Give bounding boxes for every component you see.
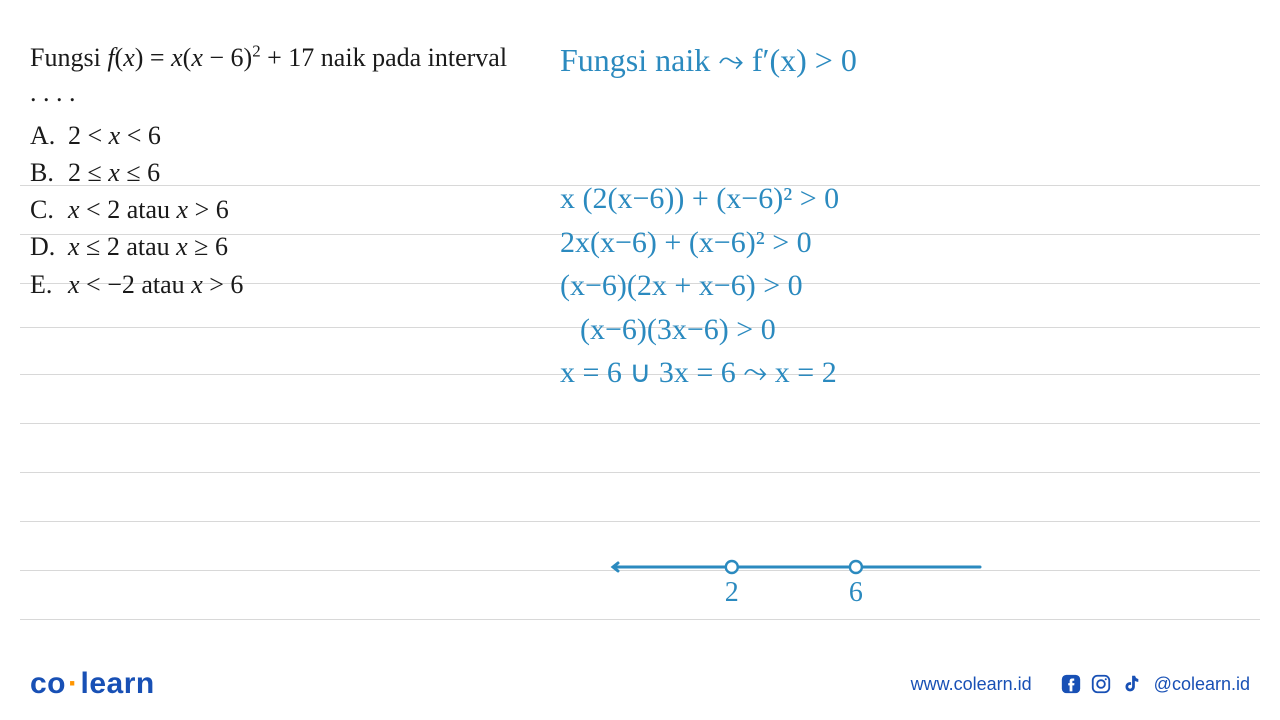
answer-choice: A.2 < x < 6	[30, 118, 510, 153]
work-line: x = 6 ∪ 3x = 6 ⤳ x = 2	[560, 354, 1260, 392]
svg-text:6: 6	[849, 577, 863, 608]
answer-choice: B.2 ≤ x ≤ 6	[30, 155, 510, 190]
work-line: (x−6)(2x + x−6) > 0	[560, 267, 1260, 305]
logo-text-right: learn	[81, 667, 155, 700]
social-links: @colearn.id	[1060, 673, 1250, 695]
brand-logo: co·learn	[30, 667, 155, 701]
facebook-icon	[1060, 673, 1082, 695]
work-line: x (2(x−6)) + (x−6)² > 0	[560, 180, 1260, 218]
instagram-icon	[1090, 673, 1112, 695]
svg-text:2: 2	[725, 577, 739, 608]
answer-choice: E.x < −2 atau x > 6	[30, 267, 510, 302]
answer-choice: D.x ≤ 2 atau x ≥ 6	[30, 229, 510, 264]
handwritten-working: x (2(x−6)) + (x−6)² > 0 2x(x−6) + (x−6)² …	[560, 180, 1260, 398]
problem-question: Fungsi f(x) = x(x − 6)2 + 17 naik pada i…	[30, 40, 510, 110]
number-line-sketch: 26	[610, 555, 990, 620]
work-line: 2x(x−6) + (x−6)² > 0	[560, 224, 1260, 262]
footer-url: www.colearn.id	[911, 674, 1032, 695]
problem-block: Fungsi f(x) = x(x − 6)2 + 17 naik pada i…	[30, 40, 510, 304]
logo-text-left: co	[30, 667, 66, 700]
logo-dot: ·	[66, 667, 81, 700]
answer-choices: A.2 < x < 6B.2 ≤ x ≤ 6C.x < 2 atau x > 6…	[30, 118, 510, 301]
social-handle: @colearn.id	[1154, 674, 1250, 695]
work-line: (x−6)(3x−6) > 0	[560, 311, 1260, 349]
handwritten-top-note: Fungsi naik ⤳ f′(x) > 0	[560, 40, 857, 80]
answer-choice: C.x < 2 atau x > 6	[30, 192, 510, 227]
tiktok-icon	[1120, 673, 1142, 695]
footer-bar: co·learn www.colearn.id @colearn.id	[0, 648, 1280, 720]
